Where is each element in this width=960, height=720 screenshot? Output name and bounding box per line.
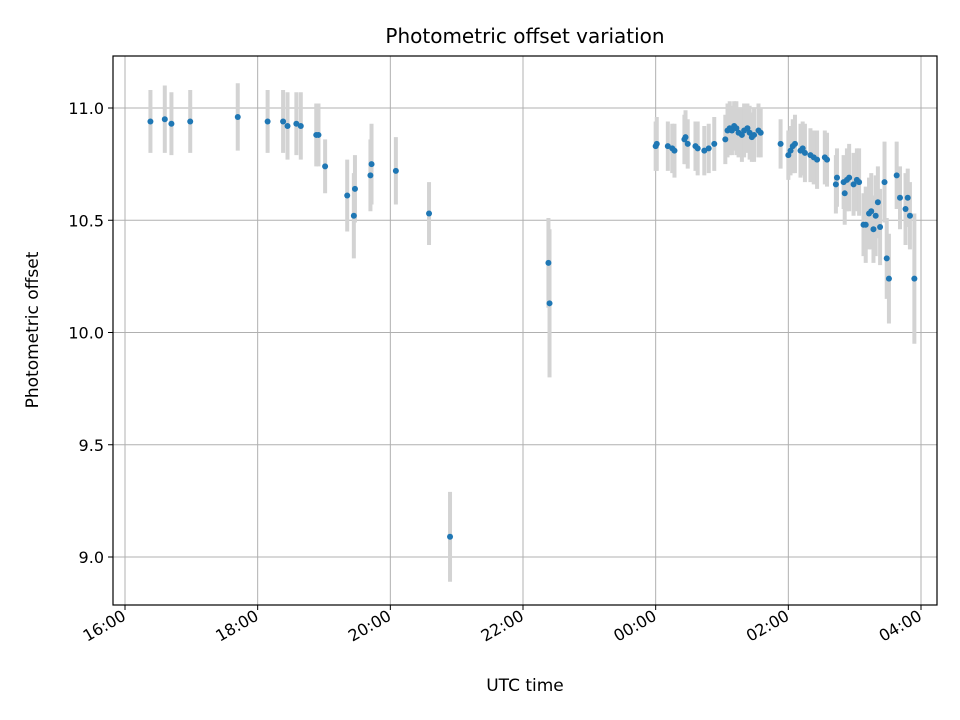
data-point [671, 147, 678, 154]
data-point [744, 125, 751, 132]
data-point [874, 199, 881, 206]
data-point [264, 118, 271, 125]
data-point [885, 275, 892, 282]
data-point [872, 212, 879, 219]
data-point [722, 136, 729, 143]
data-point [147, 118, 154, 125]
data-point [787, 147, 794, 154]
data-point [168, 120, 175, 127]
data-points [147, 113, 918, 540]
data-point [315, 131, 322, 138]
chart-title: Photometric offset variation [385, 24, 664, 48]
x-axis-title: UTC time [486, 676, 564, 696]
data-point [545, 259, 552, 266]
y-tick-label: 10.5 [68, 211, 104, 230]
data-point [426, 210, 433, 217]
data-point [814, 156, 821, 163]
data-point [856, 179, 863, 186]
data-point [664, 143, 671, 150]
y-tick-label: 9.5 [79, 436, 104, 455]
data-point [280, 118, 287, 125]
data-point [728, 127, 735, 134]
data-point [284, 122, 291, 129]
data-point [868, 208, 875, 215]
data-point [893, 172, 900, 179]
data-point [234, 113, 241, 120]
data-point [883, 255, 890, 262]
data-point [368, 161, 375, 168]
data-point [350, 212, 357, 219]
data-point [684, 140, 691, 147]
data-point [841, 190, 848, 197]
data-point [906, 212, 913, 219]
data-point [791, 140, 798, 147]
data-point [322, 163, 329, 170]
data-point [392, 167, 399, 174]
plot-frame [112, 55, 938, 606]
data-point [738, 131, 745, 138]
data-point [846, 174, 853, 181]
data-point [653, 140, 660, 147]
data-point [902, 206, 909, 213]
data-point [694, 145, 701, 152]
data-point [161, 116, 168, 123]
data-point [682, 134, 689, 141]
data-point [896, 194, 903, 201]
data-point [757, 129, 764, 136]
data-point [733, 125, 740, 132]
data-point [862, 221, 869, 228]
data-point [293, 120, 300, 127]
y-tick-label: 11.0 [68, 99, 104, 118]
data-point [705, 145, 712, 152]
y-tick-label: 10.0 [68, 324, 104, 343]
data-point [801, 149, 808, 156]
data-point [870, 226, 877, 233]
data-point [344, 192, 351, 199]
data-point [911, 275, 918, 282]
data-point [833, 174, 840, 181]
data-point [367, 172, 374, 179]
y-axis-title: Photometric offset [23, 251, 43, 408]
data-point [824, 156, 831, 163]
data-point [881, 179, 888, 186]
data-point [187, 118, 194, 125]
data-point [447, 533, 454, 540]
data-point [297, 122, 304, 129]
data-point [785, 152, 792, 159]
data-point [546, 300, 553, 307]
data-point [799, 145, 806, 152]
data-point [711, 140, 718, 147]
data-point [751, 131, 758, 138]
data-point [877, 223, 884, 230]
data-point [832, 181, 839, 188]
data-point [351, 185, 358, 192]
y-tick-label: 9.0 [79, 548, 104, 567]
data-point [777, 140, 784, 147]
data-point [701, 147, 708, 154]
data-point [850, 181, 857, 188]
data-point [904, 194, 911, 201]
data-point [746, 129, 753, 136]
